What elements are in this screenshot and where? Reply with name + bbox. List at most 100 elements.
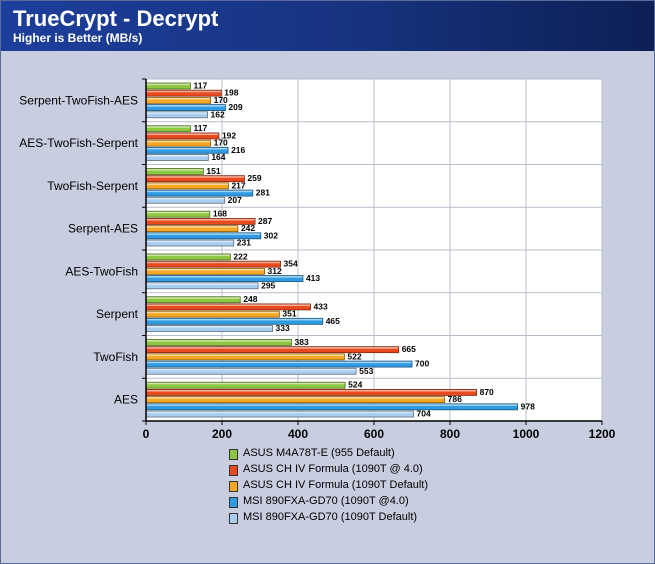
bar-highlight xyxy=(146,226,238,228)
category-label: Serpent-AES xyxy=(68,222,138,236)
bar-highlight xyxy=(146,105,225,107)
bar-highlight xyxy=(146,83,190,86)
x-tick-label: 800 xyxy=(440,427,460,441)
legend-label: ASUS M4A78T-E (955 Default) xyxy=(243,447,395,459)
data-label: 216 xyxy=(231,145,245,155)
data-label: 222 xyxy=(233,251,247,261)
bar-highlight xyxy=(146,133,219,136)
bar-highlight xyxy=(146,254,230,257)
data-label: 198 xyxy=(224,88,238,98)
x-tick-label: 1000 xyxy=(513,427,540,441)
chart-subtitle: Higher is Better (MB/s) xyxy=(13,31,143,45)
x-tick-label: 0 xyxy=(143,427,150,441)
category-label: Serpent xyxy=(96,307,139,321)
data-label: 665 xyxy=(402,344,416,354)
bar-highlight xyxy=(146,318,323,321)
data-label: 553 xyxy=(359,366,373,376)
data-label: 465 xyxy=(326,316,340,326)
data-label: 333 xyxy=(276,323,290,333)
data-label: 151 xyxy=(206,166,220,176)
legend-label: ASUS CH IV Formula (1090T Default) xyxy=(243,479,429,491)
category-label: Serpent-TwoFish-AES xyxy=(19,93,138,107)
legend-swatch xyxy=(229,481,238,492)
data-label: 164 xyxy=(211,152,225,162)
data-label: 231 xyxy=(237,238,251,248)
category-label: AES-TwoFish xyxy=(65,264,138,278)
x-tick-label: 200 xyxy=(212,427,232,441)
data-label: 281 xyxy=(256,188,270,198)
legend-swatch xyxy=(229,465,238,476)
data-label: 302 xyxy=(264,230,278,240)
data-label: 704 xyxy=(417,409,431,419)
bar-highlight xyxy=(146,354,344,356)
data-label: 170 xyxy=(214,138,228,148)
bar-highlight xyxy=(146,155,208,157)
legend-swatch xyxy=(229,449,238,460)
data-label: 259 xyxy=(247,173,261,183)
bar-highlight xyxy=(146,168,203,171)
data-label: 209 xyxy=(228,102,242,112)
chart-header: TrueCrypt - Decrypt Higher is Better (MB… xyxy=(1,1,654,51)
data-label: 170 xyxy=(214,95,228,105)
bar-highlight xyxy=(146,389,477,392)
data-label: 700 xyxy=(415,359,429,369)
bar-highlight xyxy=(146,411,414,414)
bar-highlight xyxy=(146,268,265,271)
bar-highlight xyxy=(146,339,292,342)
bar-highlight xyxy=(146,404,518,406)
bar-highlight xyxy=(146,240,234,243)
data-label: 207 xyxy=(228,195,242,205)
bar-highlight xyxy=(146,126,190,128)
data-label: 312 xyxy=(268,266,282,276)
data-label: 870 xyxy=(480,387,494,397)
bar-highlight xyxy=(146,140,211,143)
bar-highlight xyxy=(146,311,279,314)
x-tick-label: 400 xyxy=(288,427,308,441)
legend-swatch xyxy=(229,497,238,508)
data-label: 433 xyxy=(314,301,328,311)
bar-highlight xyxy=(146,347,399,349)
bar-highlight xyxy=(146,147,228,150)
bar-highlight xyxy=(146,97,211,100)
data-label: 351 xyxy=(282,309,296,319)
chart-title: TrueCrypt - Decrypt xyxy=(13,6,219,31)
data-label: 168 xyxy=(213,209,227,219)
data-label: 117 xyxy=(193,80,207,90)
category-label: AES-TwoFish-Serpent xyxy=(19,136,138,150)
data-label: 786 xyxy=(448,394,462,404)
bar-highlight xyxy=(146,297,240,299)
legend-swatch xyxy=(229,513,238,524)
data-label: 295 xyxy=(261,280,275,290)
data-label: 242 xyxy=(241,223,255,233)
legend-label: MSI 890FXA-GD70 (1090T @4.0) xyxy=(243,495,409,507)
data-label: 162 xyxy=(211,109,225,119)
data-label: 117 xyxy=(193,123,207,133)
data-label: 383 xyxy=(295,337,309,347)
bar-highlight xyxy=(146,304,311,307)
category-label: AES xyxy=(114,393,138,407)
bar-highlight xyxy=(146,183,228,185)
category-label: TwoFish-Serpent xyxy=(47,179,138,193)
bar-highlight xyxy=(146,233,261,235)
bar-highlight xyxy=(146,90,221,93)
bar-highlight xyxy=(146,261,281,264)
bar-highlight xyxy=(146,190,253,193)
data-label: 522 xyxy=(347,351,361,361)
x-tick-label: 1200 xyxy=(589,427,616,441)
bar-highlight xyxy=(146,218,255,221)
bar-highlight xyxy=(146,276,303,278)
category-label: TwoFish xyxy=(93,350,138,364)
bar-highlight xyxy=(146,326,273,328)
bar-highlight xyxy=(146,368,356,371)
data-label: 413 xyxy=(306,273,320,283)
bar-highlight xyxy=(146,283,258,285)
bar-highlight xyxy=(146,361,412,364)
bar-highlight xyxy=(146,112,208,114)
bar-highlight xyxy=(146,382,345,385)
bar-highlight xyxy=(146,197,225,200)
data-label: 287 xyxy=(258,216,272,226)
data-label: 524 xyxy=(348,380,362,390)
x-tick-label: 600 xyxy=(364,427,384,441)
